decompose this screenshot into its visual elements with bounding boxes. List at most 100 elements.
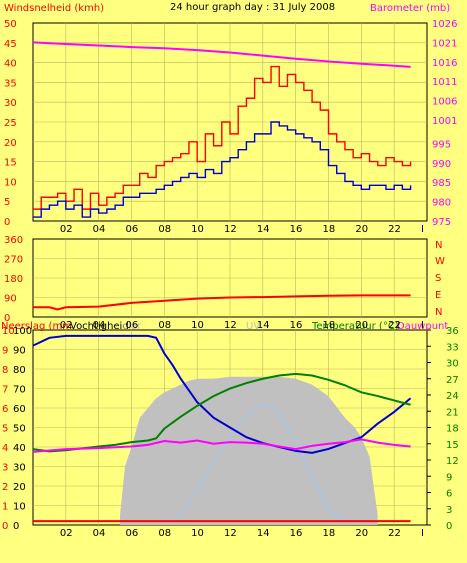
direction-letter-w: W (435, 256, 445, 267)
wind-axis-title: Windsnelheid (kmh) (4, 3, 104, 14)
humidity-tick-label: 20 (13, 482, 26, 493)
wind-tick-label: 10 (4, 177, 17, 188)
wind-tick-label: 25 (4, 118, 17, 129)
x-tick-label: 18 (323, 320, 336, 331)
x-tick-label: 12 (224, 528, 237, 539)
rain-tick-label: 2 (2, 482, 8, 493)
humidity-tick-label: 60 (13, 404, 26, 415)
rain-tick-label: 5 (2, 424, 8, 435)
humidity-tick-label: 50 (13, 424, 26, 435)
wind-tick-label: 30 (4, 98, 17, 109)
barometer-tick-label: 985 (432, 178, 451, 189)
wind-tick-label: 20 (4, 138, 17, 149)
temperature-tick-label: 33 (446, 342, 459, 353)
direction-tick-label: 180 (4, 274, 23, 285)
rain-tick-label: 9 (2, 346, 8, 357)
temperature-axis-title: Temperatuur (°C) (311, 321, 399, 332)
barometer-tick-label: 975 (432, 217, 451, 228)
chart-marks: 02 04 06 08 10 12 14 16 18 20 22 I02 04 06 08 10 12 14 16 1… (2, 19, 459, 539)
direction-letters: N W S E N (435, 240, 445, 318)
humidity-tick-label: 80 (13, 365, 26, 376)
barometer-tick-label: 1016 (432, 58, 457, 69)
barometer-axis-title: Barometer (mb) (370, 3, 450, 14)
x-tick-label: I (421, 528, 424, 539)
x-tick-label: 12 (224, 320, 237, 331)
x-tick-label: 18 (323, 224, 336, 235)
x-tick-label: 10 (191, 528, 204, 539)
humidity-tick-label: 0 (13, 521, 19, 532)
x-tick-label: 06 (126, 224, 139, 235)
x-tick-label: 04 (93, 320, 106, 331)
x-tick-label: 18 (323, 528, 336, 539)
x-tick-label: 16 (290, 320, 303, 331)
temperature-tick-label: 3 (446, 505, 452, 516)
x-tick-label: 16 (290, 224, 303, 235)
direction-letter-e: E (435, 290, 441, 301)
rain-tick-label: 10 (2, 326, 15, 337)
temperature-tick-label: 12 (446, 456, 459, 467)
barometer-tick-label: 1006 (432, 97, 457, 108)
direction-tick-label: 270 (4, 255, 23, 266)
barometer-tick-label: 980 (432, 198, 451, 209)
wind-tick-label: 40 (4, 59, 17, 70)
wind-tick-label: 50 (4, 19, 17, 30)
uv-line (172, 403, 362, 524)
barometer-tick-label: 1021 (432, 38, 457, 49)
temperature-tick-label: 18 (446, 424, 459, 435)
x-tick-label: 06 (126, 320, 139, 331)
direction-letter-n-bottom: N (435, 307, 442, 318)
dewpoint-line (32, 438, 411, 453)
x-tick-label: 20 (355, 528, 368, 539)
barometer-tick-label: 1026 (432, 19, 457, 30)
x-tick-label: 14 (257, 528, 270, 539)
humidity-axis-title: Vochtigheid (70, 321, 129, 332)
x-tick-label: 10 (191, 224, 204, 235)
x-tick-label: 22 (388, 528, 401, 539)
x-tick-label: 20 (355, 320, 368, 331)
humidity-tick-label: 90 (13, 346, 26, 357)
wind-avg-line (33, 121, 412, 218)
dewpoint-axis-title: Dauwpunt (397, 321, 448, 332)
temperature-tick-label: 36 (446, 326, 459, 337)
x-tick-label: 12 (224, 224, 237, 235)
chart-title: 24 hour graph day : 31 July 2008 (170, 2, 335, 13)
x-tick-label: 08 (158, 528, 171, 539)
x-tick-label: 02 (60, 528, 73, 539)
barometer-tick-label: 990 (432, 159, 451, 170)
barometer-tick-label: 995 (432, 139, 451, 150)
temperature-tick-label: 9 (446, 472, 452, 483)
temperature-tick-label: 0 (446, 521, 452, 532)
x-tick-label: 22 (388, 224, 401, 235)
x-tick-label: 08 (158, 320, 171, 331)
humidity-tick-label: 40 (13, 443, 26, 454)
humidity-tick-label: 10 (13, 502, 26, 513)
wind-gust-line (33, 65, 412, 210)
solar-label: olar (122, 321, 142, 332)
x-tick-label: I (421, 320, 424, 331)
temperature-tick-label: 24 (446, 391, 459, 402)
x-tick-label: 10 (191, 320, 204, 331)
direction-letter-s: S (435, 273, 441, 284)
x-tick-label: I (421, 224, 424, 235)
x-tick-label: 04 (93, 224, 106, 235)
direction-tick-label: 360 (4, 235, 23, 246)
temperature-tick-label: 30 (446, 359, 459, 370)
wind-direction-line (33, 294, 411, 311)
rain-tick-label: 3 (2, 463, 8, 474)
rain-tick-label: 4 (2, 443, 8, 454)
x-tick-label: 22 (388, 320, 401, 331)
humidity-tick-label: 100 (13, 326, 32, 337)
temperature-line (32, 372, 411, 453)
wind-tick-label: 45 (4, 39, 17, 50)
wind-tick-label: 0 (4, 217, 10, 228)
direction-tick-label: 0 (4, 313, 10, 324)
temperature-tick-label: 21 (446, 407, 459, 418)
uv-label: UV (246, 321, 260, 332)
x-tick-label: 14 (257, 224, 270, 235)
wind-tick-label: 15 (4, 158, 17, 169)
rain-tick-label: 0 (2, 521, 8, 532)
rain-tick-label: 6 (2, 404, 8, 415)
x-tick-label: 08 (158, 224, 171, 235)
x-tick-label: 14 (257, 320, 270, 331)
